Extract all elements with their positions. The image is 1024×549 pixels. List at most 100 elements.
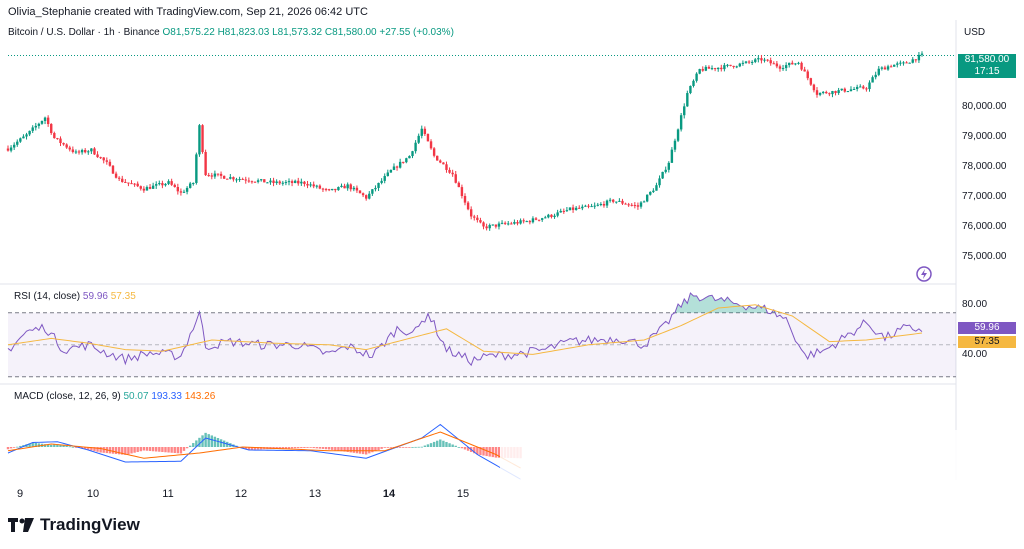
candle-body — [559, 210, 562, 213]
candle-body — [19, 138, 22, 142]
candle-body — [253, 181, 257, 183]
candle-body — [155, 184, 158, 186]
currency-label[interactable]: USD — [964, 27, 986, 38]
candle-body — [198, 125, 201, 155]
candle-body — [74, 151, 78, 153]
candle-body — [158, 183, 161, 185]
macd-histogram-bar — [9, 447, 13, 449]
macd-histogram-bar — [479, 447, 482, 456]
candle-body — [525, 221, 528, 223]
macd-histogram-bar — [93, 447, 96, 452]
candle-body — [331, 188, 334, 191]
macd-histogram-bar — [46, 444, 50, 447]
price-tick: 75,000.00 — [962, 251, 1007, 262]
candle-body — [670, 149, 674, 163]
symbol-legend[interactable]: Bitcoin / U.S. Dollar · 1h · Binance O81… — [8, 27, 454, 38]
candle-body — [167, 181, 170, 184]
candle-body — [77, 151, 81, 153]
candle-body — [469, 209, 473, 217]
candle-body — [182, 191, 186, 193]
macd-histogram-bar — [117, 447, 121, 455]
candle-body — [53, 133, 56, 139]
candle-body — [28, 130, 31, 135]
candle-body — [491, 224, 494, 226]
candle-body — [463, 195, 467, 203]
candle-body — [395, 166, 399, 168]
macd-histogram-bar — [256, 447, 260, 450]
candle-body — [272, 180, 275, 183]
brand-name: TradingView — [40, 515, 140, 534]
macd-histogram-bar — [383, 447, 386, 448]
candle-body — [50, 124, 53, 134]
candle-body — [917, 54, 921, 61]
candle-body — [219, 173, 223, 176]
candle-body — [62, 143, 65, 145]
candle-body — [22, 136, 25, 139]
candle-body — [902, 62, 905, 64]
macd-histogram-bar — [327, 447, 331, 450]
rsi-line — [7, 292, 923, 367]
macd-histogram-bar — [188, 445, 192, 447]
candle-body — [791, 62, 794, 65]
macd-histogram-bar — [473, 447, 476, 454]
candle-body — [797, 62, 800, 64]
macd-histogram-bar — [127, 447, 130, 455]
candle-body — [145, 187, 149, 191]
rsi-legend[interactable]: RSI (14, close) 59.96 57.35 — [14, 291, 136, 302]
macd-histogram-bar — [389, 447, 393, 448]
macd-histogram-bar — [195, 440, 198, 447]
candle-body — [686, 93, 689, 107]
macd-histogram-bar — [414, 446, 417, 448]
candle-body — [309, 184, 312, 186]
candle-body — [667, 162, 670, 170]
macd-histogram-bar — [124, 447, 127, 455]
macd-histogram-bar — [207, 434, 210, 447]
x-tick: 12 — [234, 488, 248, 500]
macd-histogram-bar — [43, 444, 47, 447]
candle-body — [334, 188, 337, 191]
macd-histogram-bar — [331, 447, 334, 450]
candle-body — [775, 63, 779, 67]
candle-body — [893, 64, 896, 67]
macd-histogram-bar — [155, 447, 158, 452]
candle-body — [340, 185, 343, 188]
macd-histogram-bar — [250, 447, 254, 450]
candle-body — [488, 225, 491, 229]
macd-histogram-bar — [432, 441, 436, 447]
candle-body — [781, 68, 785, 70]
candle-body — [318, 185, 322, 189]
macd-histogram-bar — [436, 440, 439, 447]
candle-body — [565, 210, 569, 212]
candle-body — [451, 172, 454, 175]
macd-histogram-bar — [219, 439, 223, 447]
symbol-name[interactable]: Bitcoin / U.S. Dollar · 1h · Binance — [8, 27, 160, 38]
x-tick: 11 — [162, 488, 174, 500]
candle-body — [649, 191, 652, 195]
macd-legend[interactable]: MACD (close, 12, 26, 9) 50.07 193.33 143… — [14, 391, 215, 402]
macd-histogram-bar — [145, 447, 149, 451]
tradingview-logo[interactable]: TradingView — [8, 515, 140, 535]
candle-body — [621, 200, 624, 204]
candle-body — [377, 182, 380, 188]
macd-histogram-bar — [71, 446, 75, 448]
candle-body — [683, 106, 686, 116]
candle-body — [9, 147, 13, 151]
candle-body — [151, 185, 155, 189]
macd-histogram-bar — [352, 447, 356, 453]
candle-body — [627, 204, 630, 206]
macd-histogram-bar — [303, 447, 306, 448]
candle-body — [210, 175, 213, 177]
lightning-icon[interactable] — [916, 266, 932, 282]
candle-body — [562, 210, 566, 212]
macd-signal-line — [7, 431, 521, 469]
candle-body — [911, 59, 914, 63]
candle-body — [510, 223, 513, 225]
candle-body — [34, 125, 37, 128]
rsi-overbought-fill — [8, 293, 922, 313]
candle-body — [426, 133, 430, 142]
candle-body — [676, 129, 680, 141]
candle-body — [216, 173, 220, 175]
macd-histogram-bar — [324, 447, 328, 450]
candle-body — [16, 141, 19, 145]
